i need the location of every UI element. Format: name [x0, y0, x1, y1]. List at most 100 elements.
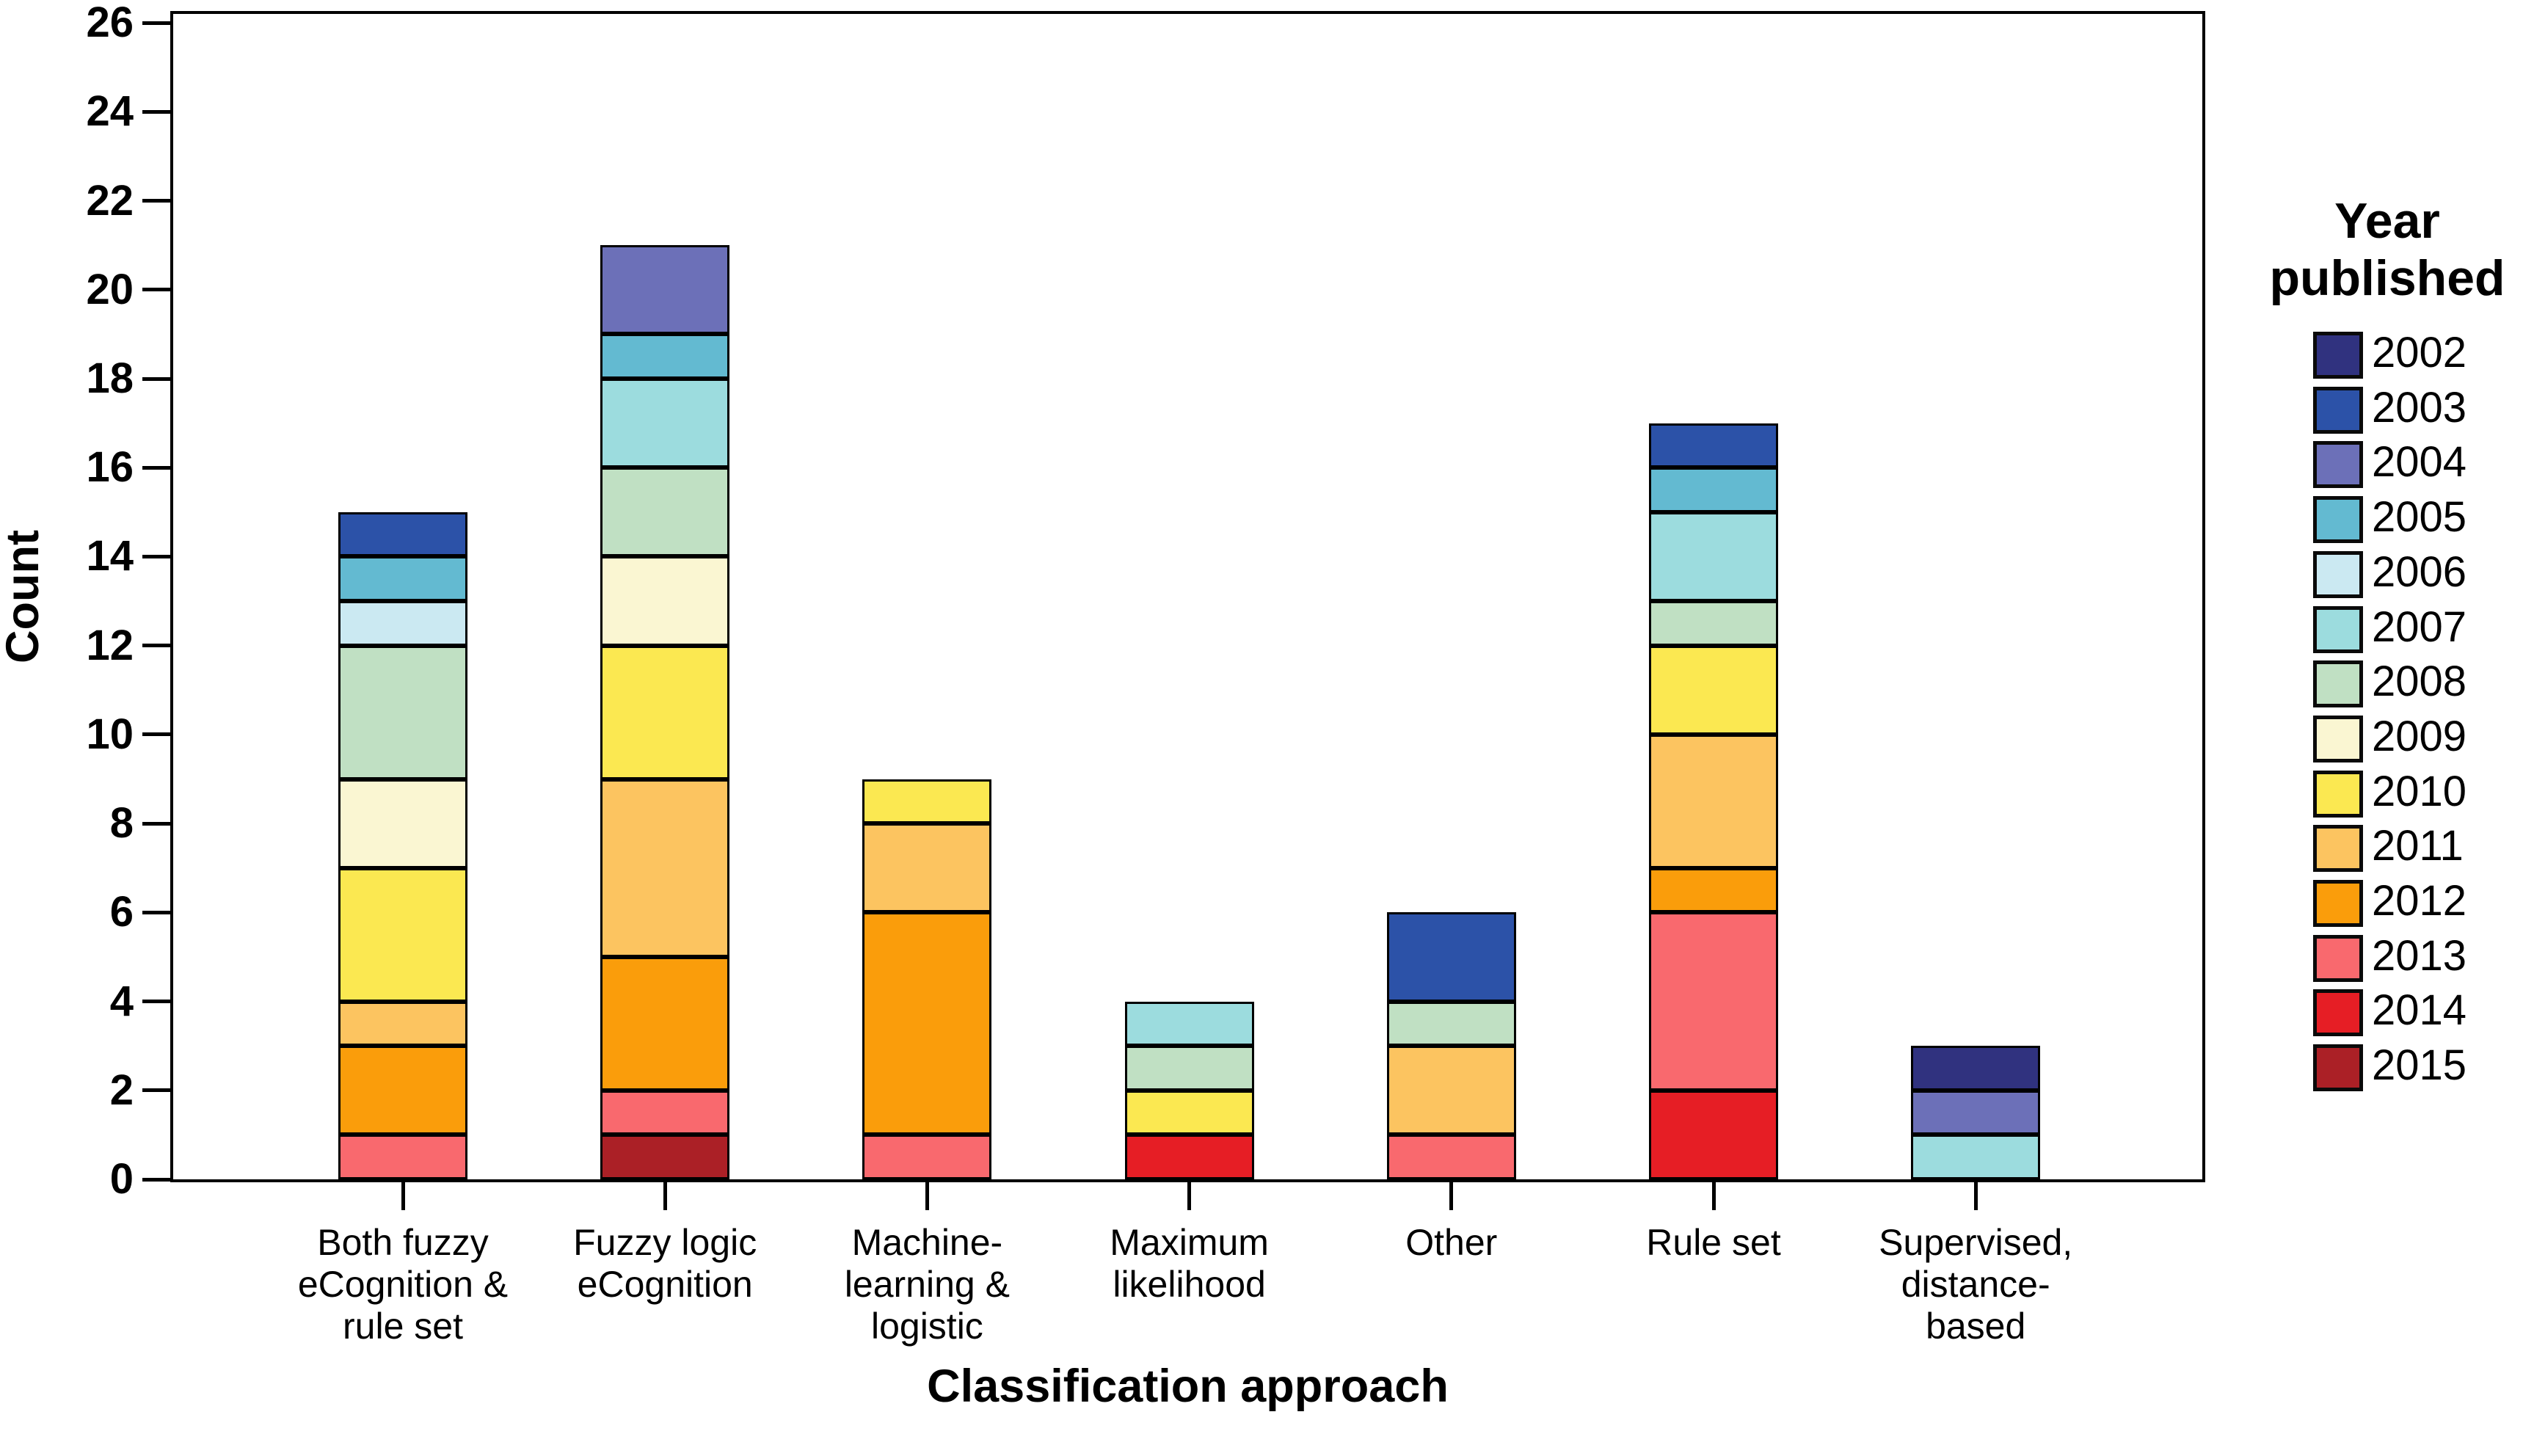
y-tick-label-12: 12: [86, 621, 134, 669]
bar-segment-cat1-year-2013: [338, 1135, 467, 1179]
legend-item-2006: 2006: [2231, 548, 2523, 603]
legend-swatch-2013: [2313, 934, 2363, 982]
y-tick-mark-2: [142, 1088, 172, 1093]
bar-segment-cat4-year-2008: [1125, 1046, 1254, 1091]
bar-segment-cat4-year-2010: [1125, 1091, 1254, 1135]
bar-segment-cat5-year-2003: [1387, 912, 1516, 1002]
bar-segment-cat2-year-2007: [600, 379, 729, 467]
x-category-label-cat5: Other: [1405, 1222, 1498, 1263]
y-tick-mark-6: [142, 910, 172, 914]
bar-segment-cat7-year-2007: [1911, 1135, 2040, 1179]
y-tick-label-26: 26: [86, 0, 134, 47]
bar-segment-cat3-year-2013: [862, 1135, 991, 1179]
legend-label-2003: 2003: [2372, 383, 2467, 432]
bar-segment-cat2-year-2004: [600, 245, 729, 334]
legend-swatch-2012: [2313, 880, 2363, 927]
y-tick-mark-22: [142, 199, 172, 203]
legend-swatch-2005: [2313, 496, 2363, 544]
y-tick-mark-20: [142, 288, 172, 292]
y-tick-mark-16: [142, 465, 172, 470]
legend-label-2011: 2011: [2372, 822, 2464, 870]
bar-segment-cat2-year-2013: [600, 1091, 729, 1135]
bar-segment-cat6-year-2014: [1649, 1091, 1778, 1179]
legend-label-2012: 2012: [2372, 877, 2467, 925]
y-tick-label-0: 0: [109, 1155, 134, 1203]
bar-segment-cat2-year-2009: [600, 556, 729, 646]
legend-swatch-2010: [2313, 770, 2363, 818]
legend-label-2015: 2015: [2372, 1041, 2467, 1090]
legend-swatch-2011: [2313, 825, 2363, 873]
y-tick-mark-8: [142, 821, 172, 826]
bar-segment-cat2-year-2010: [600, 646, 729, 779]
bar-segment-cat6-year-2005: [1649, 467, 1778, 512]
y-tick-mark-0: [142, 1177, 172, 1182]
legend-item-2009: 2009: [2231, 713, 2523, 767]
y-tick-label-18: 18: [86, 354, 134, 402]
x-tick-mark-cat2: [663, 1182, 667, 1210]
legend-label-2010: 2010: [2372, 767, 2467, 815]
y-tick-label-2: 2: [109, 1066, 134, 1114]
x-category-label-cat7: Supervised, distance- based: [1879, 1222, 2073, 1347]
legend-swatch-2003: [2313, 386, 2363, 434]
y-tick-mark-14: [142, 554, 172, 558]
bar-segment-cat5-year-2013: [1387, 1135, 1516, 1179]
y-tick-mark-24: [142, 109, 172, 114]
bar-segment-cat7-year-2002: [1911, 1046, 2040, 1091]
x-category-label-cat3: Machine- learning & logistic: [844, 1222, 1010, 1347]
legend-item-2004: 2004: [2231, 438, 2523, 492]
x-category-label-cat6: Rule set: [1646, 1222, 1781, 1263]
legend-swatch-2002: [2313, 332, 2363, 379]
bar-segment-cat2-year-2008: [600, 467, 729, 556]
plot-area: Count 0 2 4 6 8 10 12 14 16 18 20 22 24 26 Both fuzzy…: [0, 0, 2205, 1412]
y-tick-mark-4: [142, 1000, 172, 1004]
y-tick-label-6: 6: [109, 888, 134, 936]
x-category-label-cat4: Maximum likelihood: [1110, 1222, 1269, 1305]
legend-title: Year published: [2269, 193, 2505, 306]
legend-label-2007: 2007: [2372, 603, 2467, 651]
y-tick-mark-12: [142, 644, 172, 648]
bar-segment-cat4-year-2014: [1125, 1135, 1254, 1179]
bar-segment-cat3-year-2012: [862, 912, 991, 1135]
legend-item-2003: 2003: [2231, 384, 2523, 438]
bar-segment-cat6-year-2003: [1649, 423, 1778, 467]
legend-swatch-2009: [2313, 715, 2363, 762]
bar-segment-cat2-year-2011: [600, 779, 729, 957]
legend-swatch-2006: [2313, 550, 2363, 598]
legend-item-2007: 2007: [2231, 603, 2523, 658]
x-tick-mark-cat5: [1449, 1182, 1454, 1210]
bar-segment-cat1-year-2009: [338, 779, 467, 868]
legend-item-2013: 2013: [2231, 932, 2523, 986]
x-tick-mark-cat4: [1187, 1182, 1192, 1210]
bar-segment-cat3-year-2010: [862, 779, 991, 823]
bar-segment-cat6-year-2008: [1649, 601, 1778, 646]
y-tick-mark-18: [142, 376, 172, 381]
legend-item-2014: 2014: [2231, 986, 2523, 1041]
bar-segment-cat5-year-2011: [1387, 1046, 1516, 1135]
bar-segment-cat2-year-2005: [600, 334, 729, 379]
y-tick-mark-26: [142, 21, 172, 25]
legend-swatch-2004: [2313, 441, 2363, 489]
y-tick-label-14: 14: [86, 532, 134, 580]
y-tick-label-20: 20: [86, 265, 134, 313]
legend-swatch-2014: [2313, 989, 2363, 1037]
x-category-label-cat1: Both fuzzy eCognition & rule set: [297, 1222, 509, 1347]
bar-segment-cat1-year-2010: [338, 868, 467, 1002]
y-tick-label-4: 4: [109, 977, 134, 1025]
x-tick-mark-cat7: [1973, 1182, 1978, 1210]
bar-segment-cat6-year-2013: [1649, 912, 1778, 1091]
legend-item-2011: 2011: [2231, 822, 2523, 876]
bar-segment-cat1-year-2011: [338, 1002, 467, 1046]
y-tick-label-22: 22: [86, 176, 134, 225]
legend-label-2006: 2006: [2372, 547, 2467, 596]
legend-swatch-2008: [2313, 660, 2363, 708]
bar-segment-cat1-year-2006: [338, 601, 467, 646]
bar-segment-cat7-year-2004: [1911, 1091, 2040, 1135]
bar-segment-cat3-year-2011: [862, 823, 991, 912]
y-tick-label-16: 16: [86, 443, 134, 492]
bar-segment-cat1-year-2005: [338, 556, 467, 601]
legend-item-2015: 2015: [2231, 1041, 2523, 1096]
x-tick-mark-cat6: [1711, 1182, 1716, 1210]
legend-label-2014: 2014: [2372, 986, 2467, 1035]
legend-item-2005: 2005: [2231, 493, 2523, 547]
